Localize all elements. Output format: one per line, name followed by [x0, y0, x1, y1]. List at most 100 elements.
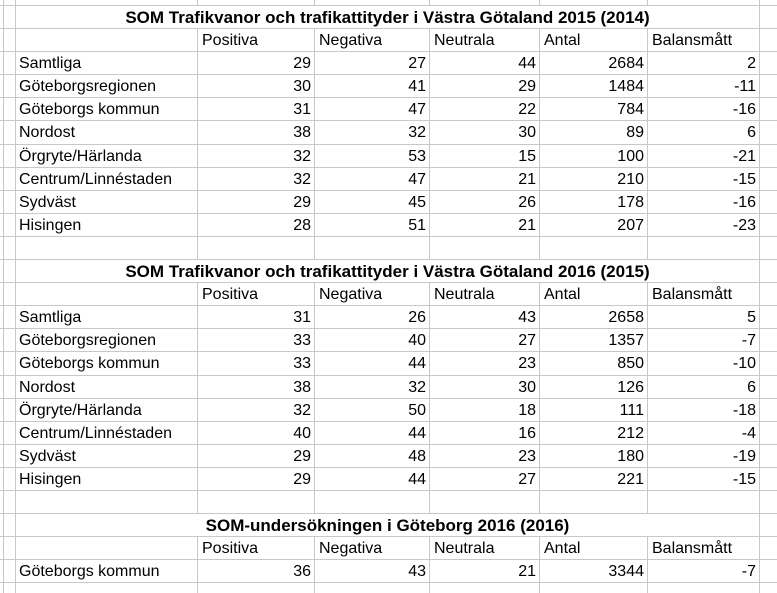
cell-positiva[interactable]: 36: [198, 560, 315, 584]
corner-header-cell[interactable]: [16, 29, 198, 53]
row-label-cell[interactable]: Sydväst: [16, 444, 198, 468]
cell[interactable]: [540, 236, 648, 261]
column-header-antal[interactable]: Antal: [540, 537, 648, 561]
cell-margin[interactable]: [4, 121, 16, 145]
cell-negativa[interactable]: 51: [315, 213, 430, 237]
table-title[interactable]: SOM Trafikvanor och trafikattityder i Vä…: [16, 260, 760, 284]
cell-balansmatt[interactable]: -4: [648, 421, 760, 445]
cell-positiva[interactable]: 33: [198, 329, 315, 353]
cell-neutrala[interactable]: 23: [430, 352, 540, 376]
cell-neutrala[interactable]: 16: [430, 421, 540, 445]
cell-positiva[interactable]: 29: [198, 52, 315, 76]
cell-positiva[interactable]: 30: [198, 75, 315, 99]
cell-margin[interactable]: [4, 467, 16, 491]
cell-margin[interactable]: [4, 398, 16, 422]
cell-margin[interactable]: [4, 444, 16, 468]
cell-positiva[interactable]: 28: [198, 213, 315, 237]
row-label-cell[interactable]: Centrum/Linnéstaden: [16, 421, 198, 445]
cell[interactable]: [648, 490, 760, 515]
column-header-positiva[interactable]: Positiva: [198, 283, 315, 307]
cell-negativa[interactable]: 47: [315, 98, 430, 122]
cell-negativa[interactable]: 40: [315, 329, 430, 353]
cell[interactable]: [648, 236, 760, 261]
row-label-cell[interactable]: Samtliga: [16, 306, 198, 330]
cell-margin[interactable]: [4, 167, 16, 191]
cell[interactable]: [315, 583, 430, 593]
cell-neutrala[interactable]: 30: [430, 121, 540, 145]
cell-antal[interactable]: 100: [540, 144, 648, 168]
cell-margin[interactable]: [4, 6, 16, 30]
cell[interactable]: [430, 0, 540, 6]
cell[interactable]: [648, 0, 760, 6]
cell-neutrala[interactable]: 21: [430, 167, 540, 191]
cell-balansmatt[interactable]: -19: [648, 444, 760, 468]
cell-positiva[interactable]: 40: [198, 421, 315, 445]
cell-margin[interactable]: [4, 490, 16, 515]
cell-positiva[interactable]: 29: [198, 467, 315, 491]
cell-antal[interactable]: 178: [540, 190, 648, 214]
cell-antal[interactable]: 2684: [540, 52, 648, 76]
cell-balansmatt[interactable]: -16: [648, 98, 760, 122]
cell-margin[interactable]: [4, 560, 16, 584]
row-label-cell[interactable]: Samtliga: [16, 52, 198, 76]
cell-negativa[interactable]: 32: [315, 375, 430, 399]
cell[interactable]: [198, 236, 315, 261]
cell-negativa[interactable]: 50: [315, 398, 430, 422]
cell-negativa[interactable]: 44: [315, 352, 430, 376]
cell-neutrala[interactable]: 43: [430, 306, 540, 330]
column-header-positiva[interactable]: Positiva: [198, 29, 315, 53]
cell[interactable]: [648, 583, 760, 593]
cell-margin[interactable]: [4, 352, 16, 376]
cell[interactable]: [198, 490, 315, 515]
column-header-balansmatt[interactable]: Balansmått: [648, 283, 760, 307]
row-label-cell[interactable]: Göteborgs kommun: [16, 352, 198, 376]
cell[interactable]: [430, 490, 540, 515]
cell-neutrala[interactable]: 22: [430, 98, 540, 122]
cell-balansmatt[interactable]: -7: [648, 329, 760, 353]
cell-neutrala[interactable]: 18: [430, 398, 540, 422]
cell-neutrala[interactable]: 21: [430, 213, 540, 237]
column-header-antal[interactable]: Antal: [540, 29, 648, 53]
cell-antal[interactable]: 210: [540, 167, 648, 191]
cell-positiva[interactable]: 29: [198, 444, 315, 468]
column-header-negativa[interactable]: Negativa: [315, 29, 430, 53]
cell-negativa[interactable]: 32: [315, 121, 430, 145]
cell[interactable]: [198, 583, 315, 593]
cell-negativa[interactable]: 53: [315, 144, 430, 168]
cell-antal[interactable]: 180: [540, 444, 648, 468]
cell-margin[interactable]: [4, 75, 16, 99]
cell-positiva[interactable]: 38: [198, 375, 315, 399]
cell-balansmatt[interactable]: -11: [648, 75, 760, 99]
cell-margin[interactable]: [4, 213, 16, 237]
corner-header-cell[interactable]: [16, 283, 198, 307]
row-label-cell[interactable]: Sydväst: [16, 190, 198, 214]
cell-negativa[interactable]: 45: [315, 190, 430, 214]
cell-balansmatt[interactable]: -21: [648, 144, 760, 168]
cell[interactable]: [16, 236, 198, 261]
cell-antal[interactable]: 850: [540, 352, 648, 376]
cell-margin[interactable]: [4, 421, 16, 445]
cell-margin[interactable]: [4, 52, 16, 76]
column-header-neutrala[interactable]: Neutrala: [430, 29, 540, 53]
row-label-cell[interactable]: Göteborgs kommun: [16, 560, 198, 584]
cell-margin[interactable]: [4, 190, 16, 214]
cell-neutrala[interactable]: 21: [430, 560, 540, 584]
cell[interactable]: [16, 490, 198, 515]
cell-neutrala[interactable]: 30: [430, 375, 540, 399]
cell-positiva[interactable]: 32: [198, 398, 315, 422]
row-label-cell[interactable]: Örgryte/Härlanda: [16, 144, 198, 168]
cell-antal[interactable]: 111: [540, 398, 648, 422]
cell-antal[interactable]: 126: [540, 375, 648, 399]
cell-antal[interactable]: 212: [540, 421, 648, 445]
row-label-cell[interactable]: Hisingen: [16, 467, 198, 491]
cell-positiva[interactable]: 31: [198, 306, 315, 330]
cell-neutrala[interactable]: 15: [430, 144, 540, 168]
cell-antal[interactable]: 221: [540, 467, 648, 491]
cell[interactable]: [198, 0, 315, 6]
cell-neutrala[interactable]: 29: [430, 75, 540, 99]
cell-antal[interactable]: 1484: [540, 75, 648, 99]
column-header-balansmatt[interactable]: Balansmått: [648, 537, 760, 561]
cell-balansmatt[interactable]: 5: [648, 306, 760, 330]
table-title[interactable]: SOM Trafikvanor och trafikattityder i Vä…: [16, 6, 760, 30]
cell-neutrala[interactable]: 27: [430, 467, 540, 491]
